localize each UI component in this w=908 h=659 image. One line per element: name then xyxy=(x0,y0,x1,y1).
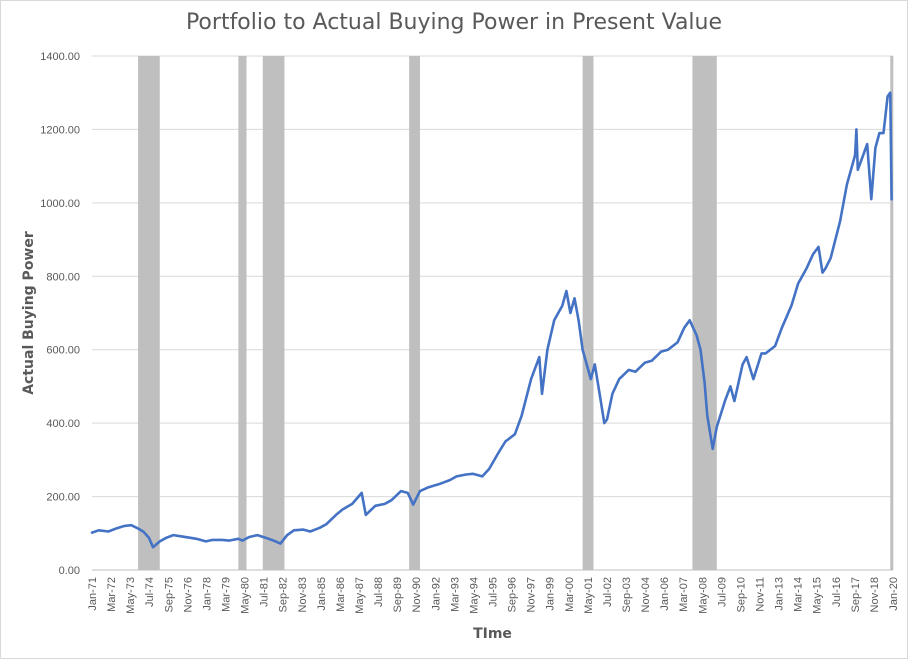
x-tick-label: Nov-11 xyxy=(755,577,767,612)
x-axis-ticks: Jan-71 Mar-72 May-73 Jul-74 Sep-75 Nov-76 Jan-… xyxy=(87,577,900,614)
recession-band xyxy=(138,56,160,570)
y-tick-label: 200.00 xyxy=(46,492,80,504)
x-tick-label: May-87 xyxy=(354,577,366,614)
recession-bands xyxy=(138,56,894,570)
x-axis-title: TIme xyxy=(473,626,512,642)
x-tick-label: Sep-75 xyxy=(163,577,175,612)
x-tick-label: Jan-99 xyxy=(545,577,557,611)
recession-band xyxy=(262,56,285,570)
x-tick-label: May-01 xyxy=(583,577,595,614)
x-tick-label: Nov-83 xyxy=(297,577,309,612)
chart-title: Portfolio to Actual Buying Power in Pres… xyxy=(185,10,723,35)
x-tick-label: Mar-14 xyxy=(793,577,805,612)
x-tick-label: Jul-88 xyxy=(373,577,385,607)
x-tick-label: Jul-16 xyxy=(831,577,843,607)
x-tick-label: Nov-04 xyxy=(640,577,652,612)
x-tick-label: Nov-18 xyxy=(869,577,881,612)
y-tick-label: 1200.00 xyxy=(40,124,80,136)
x-tick-label: May-80 xyxy=(240,577,252,614)
recession-band xyxy=(692,56,717,570)
recession-band xyxy=(890,56,894,570)
y-tick-label: 800.00 xyxy=(46,271,80,283)
x-tick-label: Jul-02 xyxy=(602,577,614,607)
x-tick-label: May-08 xyxy=(697,577,709,614)
recession-band xyxy=(582,56,594,570)
series-group xyxy=(90,91,893,549)
y-tick-label: 1400.00 xyxy=(40,51,80,63)
x-tick-label: Sep-03 xyxy=(621,577,633,612)
recession-band xyxy=(409,56,420,570)
y-axis-ticks: 0.00 200.00 400.00 600.00 800.00 1000.00 1200.… xyxy=(40,51,80,577)
series-line xyxy=(90,91,893,549)
x-tick-label: Jul-09 xyxy=(716,577,728,607)
x-tick-label: Jan-71 xyxy=(87,577,99,611)
x-tick-label: Jul-95 xyxy=(488,577,500,607)
x-tick-label: Sep-10 xyxy=(735,577,747,612)
x-tick-label: Nov-90 xyxy=(411,577,423,612)
x-tick-label: Mar-00 xyxy=(564,577,576,612)
x-tick-label: Sep-96 xyxy=(507,577,519,612)
y-tick-label: 1000.00 xyxy=(40,198,80,210)
x-tick-label: Jan-20 xyxy=(888,577,900,611)
x-tick-label: May-15 xyxy=(812,577,824,614)
y-tick-label: 400.00 xyxy=(46,418,80,430)
gridlines xyxy=(92,55,893,498)
x-tick-label: Mar-86 xyxy=(335,577,347,612)
y-axis-title: Actual Buying Power xyxy=(21,231,37,395)
x-tick-label: May-73 xyxy=(125,577,137,614)
x-tick-label: Mar-79 xyxy=(221,577,233,612)
x-tick-label: Mar-72 xyxy=(106,577,118,612)
y-tick-label: 600.00 xyxy=(46,345,80,357)
x-tick-label: Sep-82 xyxy=(278,577,290,612)
x-tick-label: Sep-89 xyxy=(392,577,404,612)
x-tick-label: Sep-17 xyxy=(850,577,862,612)
x-tick-label: Mar-07 xyxy=(678,577,690,612)
x-tick-label: Nov-76 xyxy=(182,577,194,612)
recession-band xyxy=(238,56,247,570)
x-tick-label: Mar-93 xyxy=(449,577,461,612)
x-tick-label: Jan-92 xyxy=(430,577,442,611)
x-tick-label: Jul-74 xyxy=(144,577,156,607)
x-tick-label: Jan-78 xyxy=(201,577,213,611)
x-tick-label: Jul-81 xyxy=(259,577,271,607)
y-tick-label: 0.00 xyxy=(59,565,80,577)
x-tick-label: Jan-13 xyxy=(774,577,786,611)
x-tick-label: May-94 xyxy=(468,577,480,614)
x-tick-label: Nov-97 xyxy=(526,577,538,612)
x-tick-label: Jan-85 xyxy=(316,577,328,611)
x-tick-label: Jan-06 xyxy=(659,577,671,611)
